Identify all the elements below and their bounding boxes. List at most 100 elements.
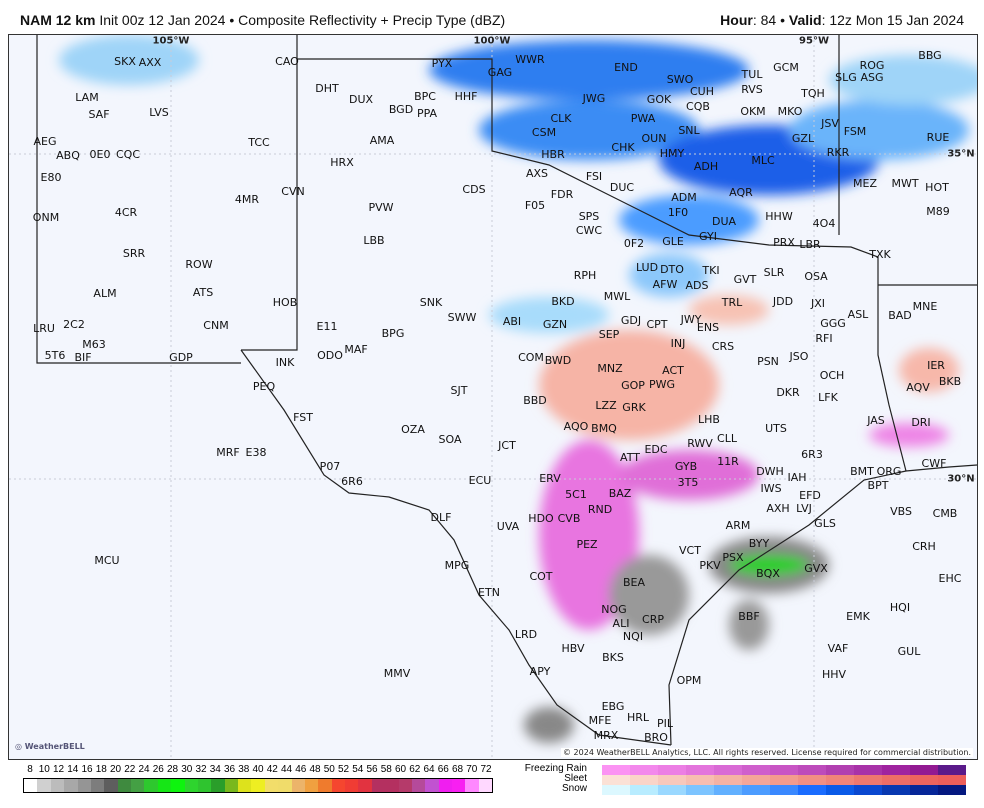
station-label: HRL	[626, 711, 650, 724]
dbz-tick-label: 64	[423, 764, 435, 775]
station-label: BKS	[602, 651, 624, 664]
station-label: ODO	[317, 349, 343, 362]
station-label: DHT	[315, 82, 339, 95]
station-label: IAH	[787, 471, 807, 484]
station-label: BIF	[74, 351, 92, 364]
dbz-scale-ticks: 8 10 12 14 16 18 20 22 24 26 28 30 32 34 36 38 40 42 44 46 4…	[23, 764, 493, 776]
station-label: PRX	[773, 236, 795, 249]
station-label: BWD	[544, 354, 572, 367]
station-label: SLR	[763, 266, 785, 279]
station-label: UVA	[496, 520, 520, 533]
station-label: GUL	[897, 645, 921, 658]
sleet-swatch	[798, 775, 826, 785]
snow-area	[629, 253, 709, 297]
station-label: ATS	[192, 286, 214, 299]
snow-area	[479, 100, 699, 160]
dbz-tick-label: 54	[352, 764, 364, 775]
sleet-area	[899, 348, 959, 392]
station-label: ARM	[725, 519, 751, 532]
valid-info: Hour: 84 • Valid: 12z Mon 15 Jan 2024	[720, 12, 964, 28]
sleet-swatch	[602, 775, 630, 785]
station-label: ALM	[93, 287, 117, 300]
station-label: SPS	[578, 210, 600, 223]
station-label: RWV	[687, 437, 713, 450]
freezing-rain-colorbar	[602, 765, 966, 775]
station-label: ADM	[671, 191, 697, 204]
station-label: EBG	[601, 700, 625, 713]
sleet-colorbar	[602, 775, 966, 785]
dbz-tick-label: 16	[81, 764, 93, 775]
hour-label: Hour	[720, 12, 753, 28]
freezing-rain-swatch	[742, 765, 770, 775]
station-label: WWR	[515, 53, 545, 66]
snow-area	[789, 100, 969, 160]
station-label: PWG	[648, 378, 676, 391]
snow-swatch	[714, 785, 742, 795]
station-label: MNZ	[597, 362, 623, 375]
dbz-tick-label: 58	[380, 764, 392, 775]
station-label: ECU	[468, 474, 492, 487]
snow-swatch	[882, 785, 910, 795]
dbz-tick-label: 36	[223, 764, 236, 775]
snow-swatch	[938, 785, 966, 795]
station-label: GDJ	[620, 314, 642, 327]
station-label: F05	[524, 199, 546, 212]
station-label: SLG	[835, 71, 857, 84]
snow-swatch	[770, 785, 798, 795]
station-label: DUX	[348, 93, 374, 106]
dbz-color-swatch	[171, 779, 185, 792]
station-label: RPH	[573, 269, 597, 282]
sleet-swatch	[742, 775, 770, 785]
station-label: IWS	[760, 482, 782, 495]
station-label: BYY	[748, 537, 770, 550]
snow-label: Snow	[561, 783, 587, 794]
station-label: BAZ	[608, 487, 632, 500]
station-label: BKB	[938, 375, 962, 388]
dbz-color-swatch	[117, 779, 131, 792]
station-label: AFW	[652, 278, 678, 291]
lon-95-label: 95°W	[799, 35, 829, 47]
snow-area	[489, 297, 609, 333]
freezing-rain-swatch	[630, 765, 658, 775]
rain-area	[609, 555, 689, 635]
dbz-color-swatch	[24, 779, 38, 792]
station-label: CAO	[275, 55, 299, 68]
station-label: HBV	[561, 642, 585, 655]
station-label: GVX	[804, 562, 828, 575]
station-label: CVN	[281, 185, 305, 198]
sleet-swatch	[938, 775, 966, 785]
freezing-rain-swatch	[854, 765, 882, 775]
station-label: P07	[319, 460, 341, 473]
dbz-color-swatch	[37, 779, 51, 792]
station-label: E38	[245, 446, 267, 459]
station-label: TXK	[869, 248, 891, 261]
station-label: RFI	[815, 332, 833, 345]
freezing-rain-swatch	[686, 765, 714, 775]
valid-time: 12z Mon 15 Jan 2024	[829, 12, 964, 28]
station-label: OKM	[740, 105, 766, 118]
station-label: BBG	[918, 49, 942, 62]
sleet-swatch	[826, 775, 854, 785]
station-label: VCT	[679, 544, 701, 557]
dbz-tick-label: 66	[437, 764, 449, 775]
station-label: PKV	[699, 559, 721, 572]
station-label: MAF	[344, 343, 368, 356]
sleet-swatch	[882, 775, 910, 785]
snow-swatch	[854, 785, 882, 795]
station-label: E11	[316, 320, 338, 333]
station-label: BMQ	[591, 422, 617, 435]
sleet-swatch	[714, 775, 742, 785]
station-label: GZL	[791, 132, 815, 145]
station-label: ROG	[859, 59, 885, 72]
dbz-colorbar	[23, 778, 493, 793]
freezing-rain-swatch	[658, 765, 686, 775]
station-label: CUH	[689, 85, 715, 98]
dbz-color-swatch	[64, 779, 78, 792]
station-label: GDP	[169, 351, 193, 364]
station-label: ONM	[32, 211, 60, 224]
station-label: AXS	[525, 167, 549, 180]
product-name: Composite Reflectivity + Precip Type (dB…	[238, 12, 506, 28]
station-label: GLE	[662, 235, 684, 248]
dbz-tick-label: 46	[295, 764, 307, 775]
station-label: HBR	[541, 148, 565, 161]
